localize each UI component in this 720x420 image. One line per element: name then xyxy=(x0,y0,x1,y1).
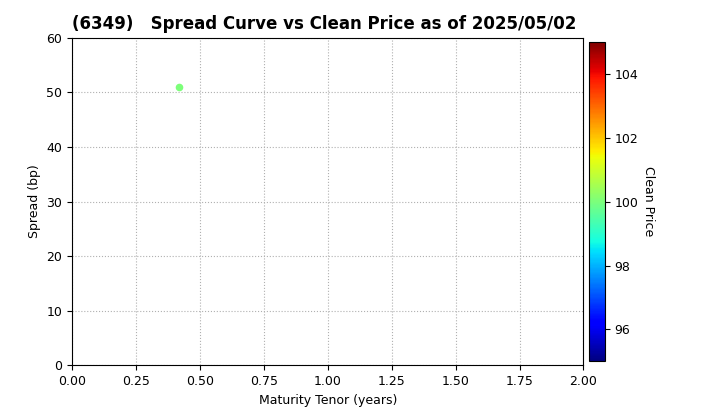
Text: (6349)   Spread Curve vs Clean Price as of 2025/05/02: (6349) Spread Curve vs Clean Price as of… xyxy=(72,16,577,34)
X-axis label: Maturity Tenor (years): Maturity Tenor (years) xyxy=(258,394,397,407)
Y-axis label: Spread (bp): Spread (bp) xyxy=(28,165,41,239)
Point xyxy=(174,84,185,90)
Y-axis label: Clean Price: Clean Price xyxy=(642,166,655,237)
